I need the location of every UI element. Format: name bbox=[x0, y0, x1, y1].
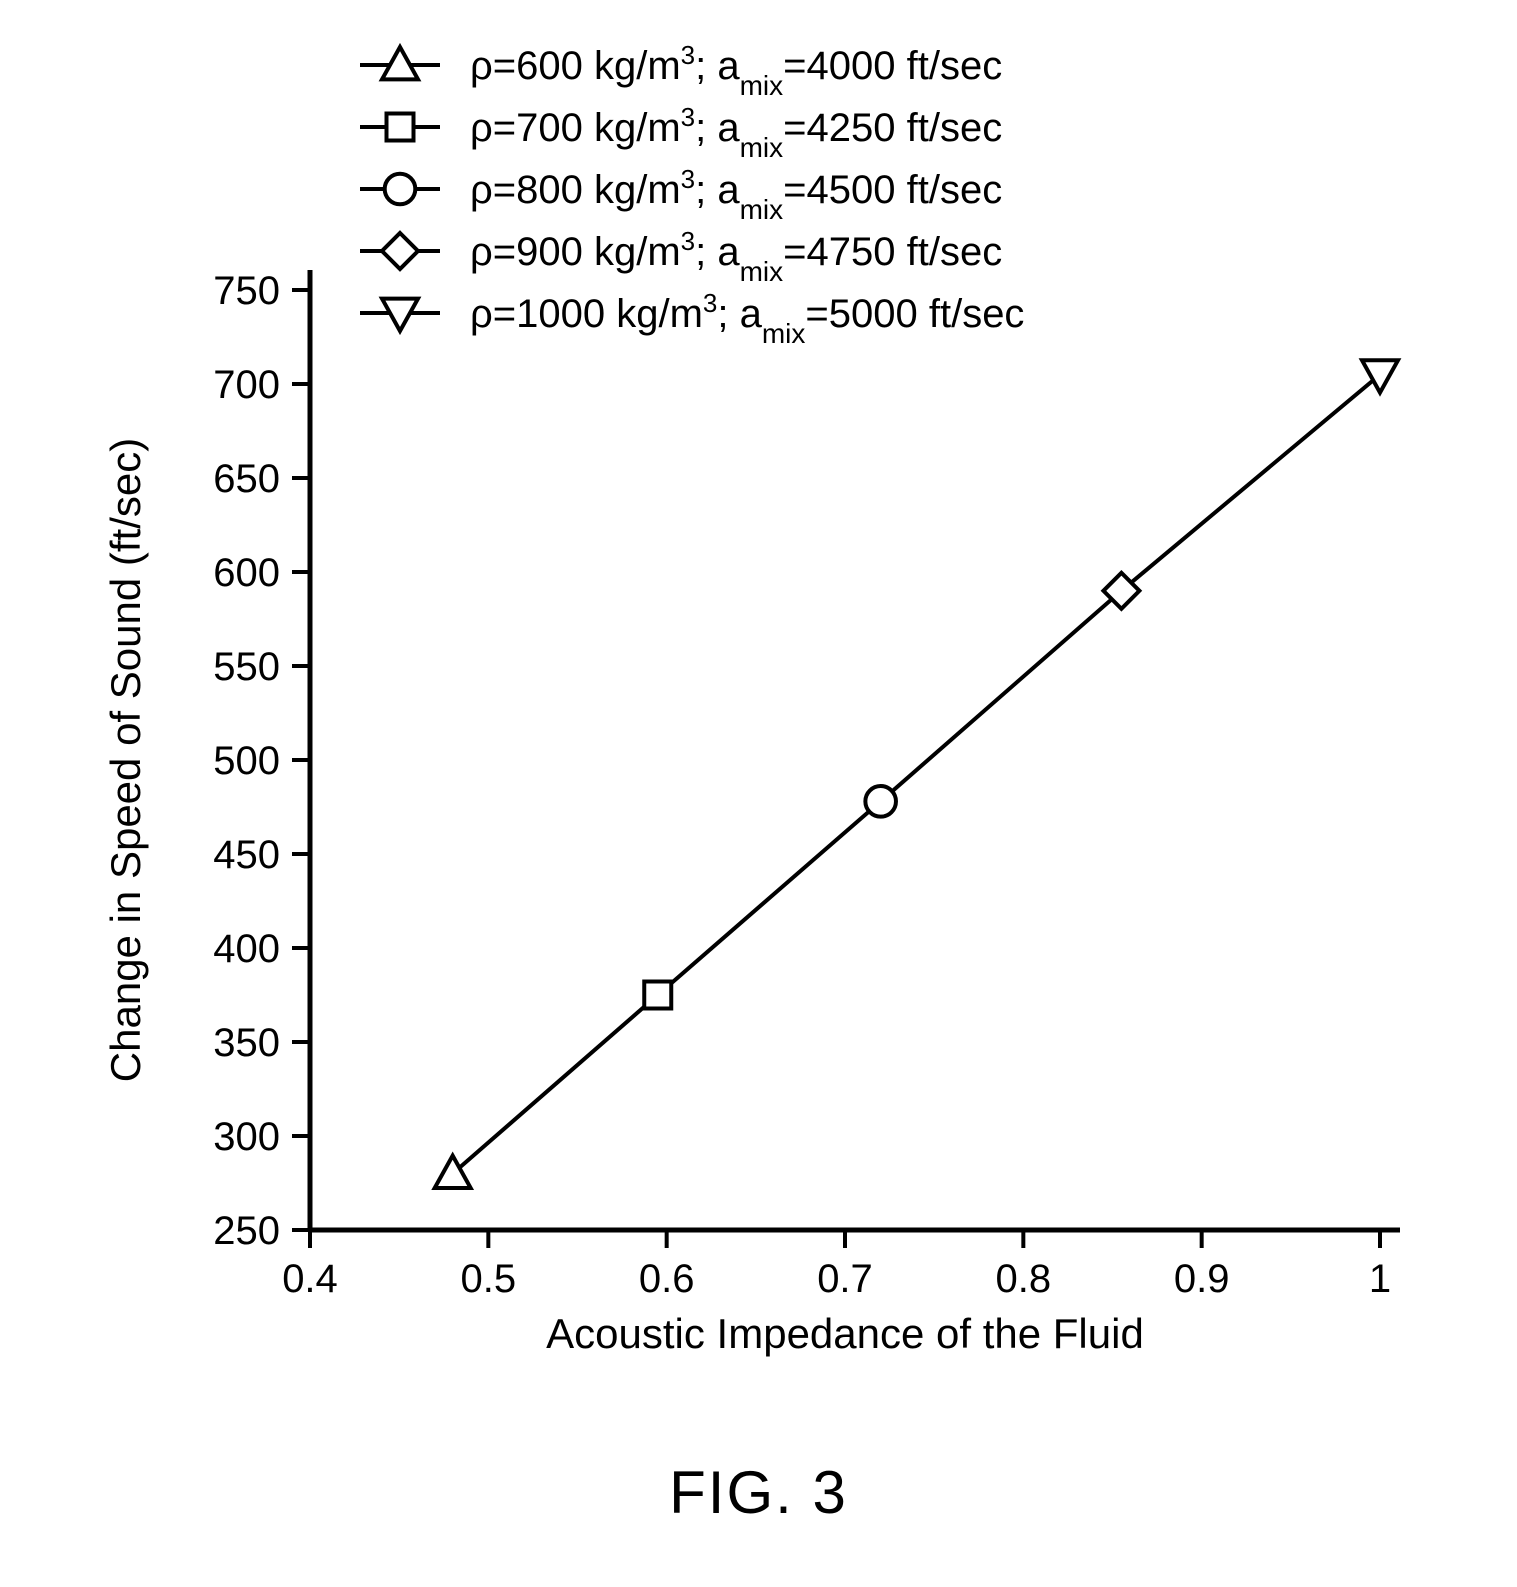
x-tick-label: 0.5 bbox=[461, 1257, 517, 1301]
circle-marker bbox=[385, 174, 416, 205]
x-tick-label: 0.4 bbox=[282, 1257, 338, 1301]
figure-caption: FIG. 3 bbox=[0, 1458, 1517, 1527]
y-tick-label: 450 bbox=[213, 833, 280, 877]
y-axis-label: Change in Speed of Sound (ft/sec) bbox=[102, 438, 149, 1082]
x-tick-label: 0.6 bbox=[639, 1257, 695, 1301]
legend-label: ρ=900 kg/m3; amix=4750 ft/sec bbox=[470, 226, 1002, 287]
figure-page: 250 300 350 400 450 500 550 600 650 700 750 0.4 0.5 0… bbox=[0, 0, 1517, 1587]
y-tick-label: 750 bbox=[213, 269, 280, 313]
legend-label: ρ=700 kg/m3; amix=4250 ft/sec bbox=[470, 102, 1002, 163]
y-tick-label: 600 bbox=[213, 551, 280, 595]
legend-label: ρ=800 kg/m3; amix=4500 ft/sec bbox=[470, 164, 1002, 225]
y-tick-label: 350 bbox=[213, 1021, 280, 1065]
y-tick-label: 700 bbox=[213, 363, 280, 407]
y-tick-label: 500 bbox=[213, 739, 280, 783]
x-tick-label: 0.8 bbox=[996, 1257, 1052, 1301]
legend-label: ρ=600 kg/m3; amix=4000 ft/sec bbox=[470, 40, 1002, 101]
diamond-marker bbox=[382, 233, 418, 269]
x-axis-label: Acoustic Impedance of the Fluid bbox=[546, 1310, 1144, 1357]
y-tick-label: 400 bbox=[213, 927, 280, 971]
x-tick-label: 0.9 bbox=[1174, 1257, 1230, 1301]
y-tick-label: 550 bbox=[213, 645, 280, 689]
chart-svg: 250 300 350 400 450 500 550 600 650 700 750 0.4 0.5 0… bbox=[0, 0, 1517, 1400]
y-tick-label: 300 bbox=[213, 1115, 280, 1159]
square-marker bbox=[387, 114, 414, 141]
y-tick-label: 250 bbox=[213, 1209, 280, 1253]
square-marker bbox=[644, 982, 671, 1009]
series-line bbox=[453, 375, 1380, 1174]
circle-marker bbox=[865, 786, 896, 817]
x-tick-label: 1 bbox=[1369, 1257, 1391, 1301]
legend-label: ρ=1000 kg/m3; amix=5000 ft/sec bbox=[470, 288, 1024, 349]
x-tick-label: 0.7 bbox=[817, 1257, 873, 1301]
y-tick-label: 650 bbox=[213, 457, 280, 501]
